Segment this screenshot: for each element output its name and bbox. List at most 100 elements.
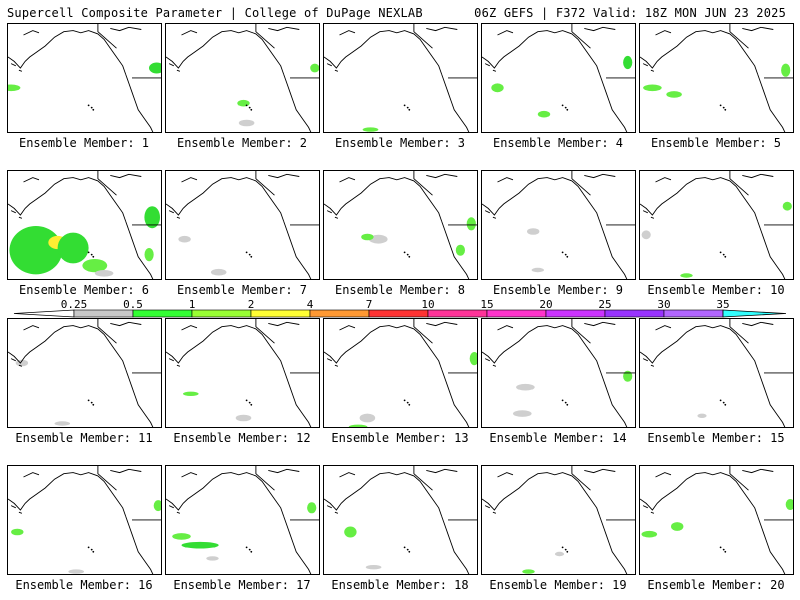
colorbar-tick-label: 20 bbox=[539, 298, 553, 311]
hawaii-island bbox=[250, 550, 253, 553]
coastline bbox=[8, 325, 127, 370]
ensemble-member-map bbox=[639, 170, 794, 280]
ensemble-member-map bbox=[165, 170, 320, 280]
map-canvas bbox=[8, 171, 161, 279]
hawaii-island bbox=[724, 255, 727, 258]
scp-contour-fill bbox=[310, 63, 319, 73]
coastline bbox=[571, 24, 591, 49]
hawaii-island bbox=[564, 548, 567, 551]
scp-contour-fill bbox=[94, 270, 114, 277]
coastline bbox=[441, 74, 470, 132]
hawaii-island bbox=[564, 401, 567, 404]
coastline bbox=[324, 30, 443, 75]
coastline bbox=[10, 505, 23, 514]
colorbar-segment bbox=[368, 309, 429, 318]
hawaii-island bbox=[87, 251, 90, 254]
colorbar-segment bbox=[663, 309, 724, 318]
hawaii-island bbox=[92, 108, 95, 111]
coastline bbox=[484, 210, 497, 219]
coastline bbox=[168, 210, 181, 219]
ensemble-member-label: Ensemble Member: 20 bbox=[647, 578, 785, 592]
hawaii-island bbox=[406, 253, 409, 256]
coastline bbox=[283, 369, 312, 427]
scp-contour-fill bbox=[782, 201, 792, 211]
hawaii-island bbox=[564, 106, 567, 109]
colorbar-tick-label: 30 bbox=[657, 298, 671, 311]
scp-contour-fill bbox=[623, 370, 633, 382]
coastline bbox=[181, 26, 300, 36]
coastline bbox=[642, 505, 655, 514]
colorbar-segment bbox=[427, 309, 488, 318]
ensemble-member-map bbox=[639, 465, 794, 575]
hawaii-island bbox=[406, 401, 409, 404]
ensemble-member-label: Ensemble Member: 2 bbox=[176, 136, 308, 150]
scp-contour-fill bbox=[362, 127, 379, 132]
ensemble-member-label: Ensemble Member: 19 bbox=[489, 578, 627, 592]
hawaii-island bbox=[250, 403, 253, 406]
hawaii-island bbox=[403, 104, 406, 107]
hawaii-island bbox=[92, 550, 95, 553]
colorbar-segment bbox=[486, 309, 547, 318]
coastline bbox=[326, 63, 339, 72]
coastline bbox=[10, 63, 23, 72]
coastline bbox=[168, 63, 181, 72]
coastline bbox=[413, 466, 433, 491]
scp-contour-fill bbox=[235, 414, 252, 422]
colorbar-tick-label: 0.5 bbox=[123, 298, 143, 311]
scp-contour-fill bbox=[643, 84, 662, 92]
coastline bbox=[255, 171, 275, 196]
scp-contour-fill bbox=[666, 91, 682, 98]
coastline bbox=[640, 177, 759, 222]
hawaii-island bbox=[719, 251, 722, 254]
scp-contour-fill bbox=[181, 541, 219, 549]
coastline bbox=[441, 221, 470, 279]
ensemble-member-map bbox=[165, 318, 320, 428]
ensemble-member-label: Ensemble Member: 15 bbox=[647, 431, 785, 445]
colorbar-segment bbox=[250, 309, 311, 318]
ensemble-member-label: Ensemble Member: 14 bbox=[489, 431, 627, 445]
coastline bbox=[23, 26, 142, 36]
map-canvas bbox=[324, 171, 477, 279]
scp-contour-fill bbox=[537, 110, 551, 118]
scp-contour-fill bbox=[238, 119, 255, 127]
scp-contour-fill bbox=[781, 63, 791, 77]
colorbar-segment bbox=[604, 309, 665, 318]
ensemble-member-label: Ensemble Member: 16 bbox=[15, 578, 153, 592]
scp-contour-fill bbox=[8, 84, 21, 92]
scp-contour-fill bbox=[178, 235, 191, 243]
map-canvas bbox=[482, 171, 635, 279]
coastline bbox=[571, 171, 591, 196]
hawaii-island bbox=[566, 108, 569, 111]
colorbar-segment bbox=[191, 309, 252, 318]
hawaii-island bbox=[90, 548, 93, 551]
coastline bbox=[497, 468, 616, 478]
ensemble-member-map bbox=[323, 170, 478, 280]
colorbar-segment bbox=[132, 309, 193, 318]
colorbar bbox=[13, 309, 787, 318]
coastline bbox=[326, 358, 339, 367]
ensemble-member-map bbox=[7, 23, 162, 133]
coastline bbox=[484, 63, 497, 72]
coastline bbox=[640, 472, 759, 517]
scp-contour-fill bbox=[344, 526, 357, 538]
coastline bbox=[10, 210, 23, 219]
coastline bbox=[324, 177, 443, 222]
coastline bbox=[599, 369, 628, 427]
scp-contour-fill bbox=[513, 410, 532, 417]
coastline bbox=[283, 221, 312, 279]
hawaii-island bbox=[90, 401, 93, 404]
coastline bbox=[482, 325, 601, 370]
title-left: Supercell Composite Parameter | College … bbox=[7, 6, 423, 20]
coastline bbox=[441, 516, 470, 574]
scp-contour-fill bbox=[785, 499, 793, 510]
ensemble-member-map bbox=[639, 23, 794, 133]
ensemble-member-label: Ensemble Member: 1 bbox=[18, 136, 150, 150]
coastline bbox=[166, 325, 285, 370]
coastline bbox=[757, 516, 786, 574]
hawaii-island bbox=[87, 104, 90, 107]
coastline bbox=[413, 319, 433, 344]
coastline bbox=[599, 221, 628, 279]
coastline bbox=[283, 74, 312, 132]
ensemble-member-label: Ensemble Member: 12 bbox=[173, 431, 311, 445]
scp-contour-fill bbox=[153, 500, 161, 512]
